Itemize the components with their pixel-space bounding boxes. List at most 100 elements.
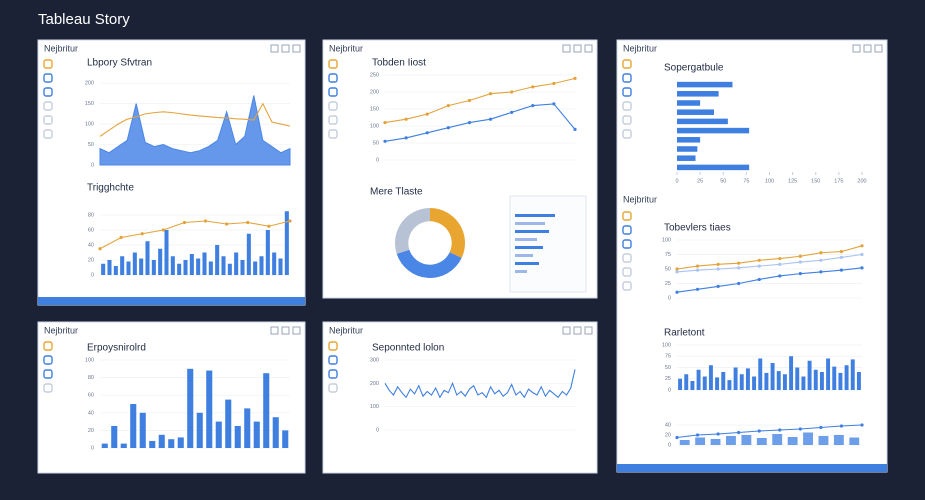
y-tick-label: 300	[370, 357, 379, 363]
point	[819, 258, 823, 262]
point	[695, 287, 700, 291]
point	[737, 281, 741, 286]
point	[510, 90, 514, 94]
sidebar-icon	[622, 211, 632, 221]
point	[716, 284, 720, 288]
bar	[196, 258, 201, 275]
x-tick-label: 150	[811, 178, 820, 184]
line	[99, 220, 291, 250]
bar	[708, 365, 713, 390]
bar	[807, 360, 812, 390]
panel-tool	[874, 44, 883, 53]
y-tick-label: 100	[370, 123, 379, 129]
bar	[272, 252, 277, 275]
point	[510, 110, 514, 114]
panel-title: Nejbritur	[44, 325, 78, 335]
y-tick-label: 0	[668, 442, 671, 448]
point	[737, 266, 741, 270]
sidebar-icon	[328, 369, 338, 379]
chart-title: Sopergatbule	[664, 63, 724, 74]
y-tick-label: 60	[88, 393, 94, 399]
bar	[132, 252, 137, 275]
point	[695, 268, 700, 272]
bar	[813, 369, 818, 390]
x-tick-label: 100	[765, 178, 774, 184]
bar	[678, 378, 683, 390]
point	[552, 102, 556, 106]
point	[819, 270, 823, 274]
bar	[741, 435, 752, 445]
sidebar-icon	[328, 115, 338, 125]
area	[99, 95, 291, 166]
point	[695, 433, 700, 437]
y-tick-label: 100	[370, 404, 379, 410]
y-tick-label: 40	[88, 410, 94, 416]
y-tick-label: 200	[370, 89, 379, 95]
point	[819, 425, 823, 430]
point	[531, 85, 535, 89]
bar	[677, 109, 714, 115]
bar	[819, 372, 824, 390]
point	[288, 219, 292, 223]
panel	[616, 39, 888, 473]
point	[716, 262, 720, 266]
sidebar-icon	[43, 383, 53, 393]
bar	[695, 437, 706, 445]
sidebar-icon	[43, 101, 53, 111]
bar	[151, 260, 156, 275]
point	[737, 261, 741, 265]
bar	[253, 421, 260, 448]
y-tick-label: 200	[370, 381, 379, 387]
panel-tool	[573, 326, 582, 335]
point	[140, 232, 144, 236]
y-tick-label: 20	[88, 257, 94, 263]
bar	[113, 266, 118, 275]
bar	[856, 372, 861, 390]
bar	[189, 254, 194, 275]
bar	[170, 256, 175, 275]
point	[119, 235, 123, 240]
point	[716, 432, 720, 436]
bar	[677, 164, 750, 171]
bar	[225, 399, 232, 448]
line	[676, 253, 863, 273]
x-tick-label: 125	[788, 178, 797, 184]
list-row	[515, 254, 533, 257]
point	[757, 264, 761, 268]
chart-title: Trigghchte	[87, 183, 134, 194]
list-row	[515, 246, 543, 249]
bar	[745, 368, 750, 390]
donut-slice	[396, 249, 462, 278]
chart-title: Rarletont	[664, 328, 705, 339]
bar	[206, 370, 213, 448]
bar	[733, 367, 738, 390]
bar	[282, 430, 289, 448]
bar	[726, 436, 736, 445]
bar	[202, 252, 207, 275]
side-list	[509, 195, 587, 293]
chart-title: Seponnted lolon	[372, 343, 444, 354]
sidebar-icon	[622, 267, 632, 277]
panel-title: Nejbritur	[623, 43, 657, 53]
sidebar-icon	[43, 73, 53, 83]
point	[467, 121, 472, 125]
chart-title: Tobevlers tiaes	[664, 223, 731, 234]
line	[676, 267, 863, 293]
bar	[227, 263, 232, 275]
panel-tool	[270, 44, 279, 53]
point	[573, 127, 577, 131]
y-tick-label: 50	[665, 365, 671, 371]
sidebar-icon	[622, 73, 632, 83]
bar	[139, 258, 144, 275]
chart-title: Mere Tlaste	[370, 187, 423, 198]
point	[425, 112, 429, 116]
y-tick-label: 0	[668, 387, 671, 393]
sidebar-icon	[328, 355, 338, 365]
bar	[721, 372, 726, 390]
sidebar-icon	[622, 87, 632, 97]
sidebar-icon	[622, 59, 632, 69]
sidebar-icon	[43, 59, 53, 69]
bar	[278, 258, 283, 275]
sidebar-icon	[328, 129, 338, 139]
